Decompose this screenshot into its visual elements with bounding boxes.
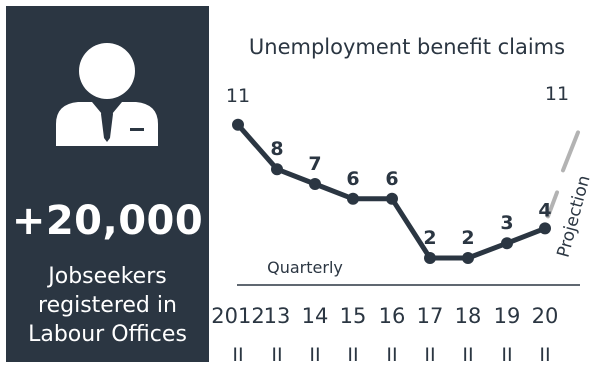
jobseekers-count: +20,000 (11, 198, 204, 244)
quarter-label: II (539, 344, 550, 366)
quarter-label: II (347, 344, 358, 366)
chart-subtitle: Quarterly (267, 258, 343, 277)
projection-dash-2 (561, 130, 580, 173)
quarter-label: II (501, 344, 512, 366)
data-point (309, 178, 321, 190)
data-label: 6 (385, 168, 398, 190)
panel-caption: Jobseekers registered in Labour Offices (6, 262, 209, 349)
series-line (235, 122, 548, 261)
x-tick-label: 17 (417, 304, 444, 328)
stats-panel: +20,000 Jobseekers registered in Labour … (6, 6, 209, 362)
x-tick-label: 20 (532, 304, 559, 328)
quarter-label: II (309, 344, 320, 366)
data-label: 8 (270, 138, 283, 160)
data-label: 7 (308, 153, 321, 175)
x-axis: 2012 II 13 II 14 II 15 II 16 II 17 II 18 II 19 II 20 II (211, 304, 558, 366)
person-in-suit-icon (56, 43, 158, 146)
caption-line-2: registered in (38, 293, 177, 318)
projection: Projection 11 (545, 83, 590, 260)
quarter-label: II (424, 344, 435, 366)
quarter-label: II (232, 344, 243, 366)
projection-label: Projection (554, 173, 590, 259)
data-label: 6 (346, 168, 359, 190)
quarter-label: II (462, 344, 473, 366)
chart-title: Unemployment benefit claims (249, 35, 565, 59)
x-tick-label: 13 (264, 304, 291, 328)
projection-value-label: 11 (545, 83, 569, 105)
projection-dash-1 (546, 190, 559, 219)
data-point (501, 237, 513, 250)
quarter-label: II (271, 344, 282, 366)
caption-line-3: Labour Offices (28, 322, 187, 347)
series-line-group: 11 8 7 6 6 2 2 3 4 (226, 85, 552, 264)
data-label: 11 (226, 85, 250, 107)
x-tick-label: 14 (302, 304, 329, 328)
data-point (271, 163, 283, 176)
data-point (462, 252, 474, 264)
data-point (424, 252, 436, 264)
data-point (232, 118, 244, 131)
x-tick-label: 19 (494, 304, 521, 328)
x-tick-label: 15 (340, 304, 367, 328)
data-point (386, 192, 398, 205)
data-point (347, 192, 359, 205)
data-label: 2 (423, 227, 436, 249)
caption-line-1: Jobseekers (48, 264, 167, 289)
data-label: 4 (538, 199, 551, 221)
quarter-label: II (386, 344, 397, 366)
x-tick-label: 2012 (211, 304, 264, 328)
x-tick-label: 16 (379, 304, 406, 328)
x-tick-label: 18 (455, 304, 482, 328)
data-label: 2 (461, 227, 474, 249)
data-point (539, 222, 551, 235)
data-label: 3 (500, 212, 513, 234)
